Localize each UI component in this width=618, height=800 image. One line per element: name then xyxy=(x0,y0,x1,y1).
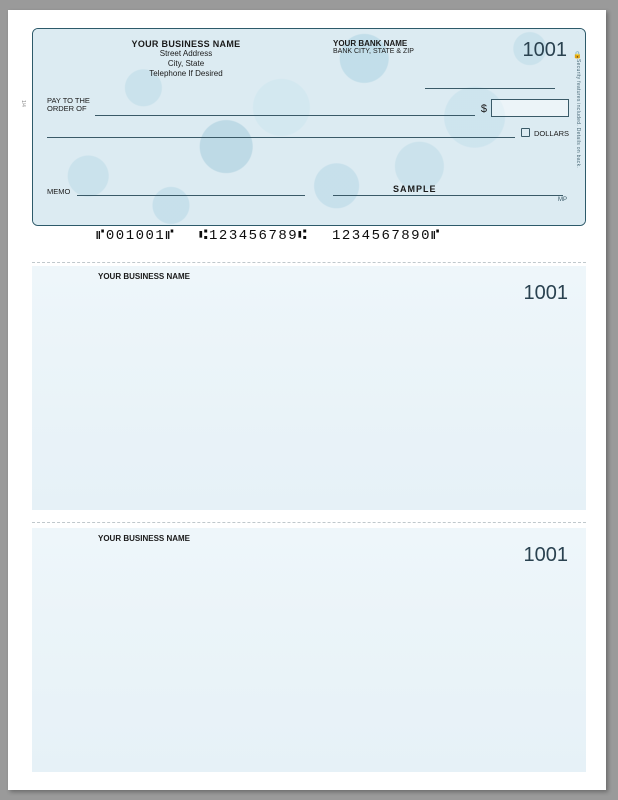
check-number: 1001 xyxy=(523,39,568,62)
pay-to-label: PAY TO THE ORDER OF xyxy=(47,97,90,114)
security-features-text: Security features included. Details on b… xyxy=(575,59,581,168)
business-check: YOUR BUSINESS NAME Street Address City, … xyxy=(32,28,586,242)
bank-name: YOUR BANK NAME xyxy=(333,39,483,48)
micr-routing: 123456789 xyxy=(209,228,298,244)
micr-line: ⑈001001⑈ ⑆123456789⑆ 1234567890⑈ xyxy=(96,228,441,244)
mp-mark: MP xyxy=(558,197,567,203)
security-lock-icon: 🔒 xyxy=(573,51,582,59)
business-street: Street Address xyxy=(91,49,281,59)
dollars-label: DOLLARS xyxy=(534,129,569,138)
payee-line[interactable] xyxy=(95,115,475,116)
check-content: YOUR BUSINESS NAME Street Address City, … xyxy=(33,29,585,225)
business-name: YOUR BUSINESS NAME xyxy=(91,39,281,49)
bank-city-state-zip: BANK CITY, STATE & ZIP xyxy=(333,48,483,55)
business-city-state: City, State xyxy=(91,59,281,69)
signature-sample-text: SAMPLE xyxy=(393,184,437,194)
stub2-business-name: YOUR BUSINESS NAME xyxy=(98,534,190,543)
micr-account: 1234567890 xyxy=(332,228,431,244)
bank-block: YOUR BANK NAME BANK CITY, STATE & ZIP xyxy=(333,39,483,55)
date-line[interactable] xyxy=(425,79,555,89)
stub1-number: 1001 xyxy=(524,282,569,305)
memo-label: MEMO xyxy=(47,187,70,196)
check-border: YOUR BUSINESS NAME Street Address City, … xyxy=(32,28,586,226)
micr-check-no: 001001 xyxy=(106,228,165,244)
check-stub-1: YOUR BUSINESS NAME 1001 xyxy=(32,266,586,510)
business-address-block: YOUR BUSINESS NAME Street Address City, … xyxy=(91,39,281,79)
check-page: YOUR BUSINESS NAME Street Address City, … xyxy=(8,10,606,790)
memo-line[interactable] xyxy=(77,195,305,196)
stub2-number: 1001 xyxy=(524,544,569,567)
padlock-icon xyxy=(521,128,530,137)
business-phone: Telephone If Desired xyxy=(91,69,281,79)
pay-to-line2: ORDER OF xyxy=(47,104,87,113)
margin-mark: 1/4 xyxy=(20,100,26,107)
currency-symbol: $ xyxy=(481,103,487,115)
signature-line[interactable] xyxy=(333,195,563,196)
amount-words-line[interactable] xyxy=(47,137,515,138)
stub1-business-name: YOUR BUSINESS NAME xyxy=(98,272,190,281)
amount-box[interactable] xyxy=(491,99,569,117)
perforation-line xyxy=(32,262,586,263)
perforation-line xyxy=(32,522,586,523)
check-stub-2: YOUR BUSINESS NAME 1001 xyxy=(32,528,586,772)
